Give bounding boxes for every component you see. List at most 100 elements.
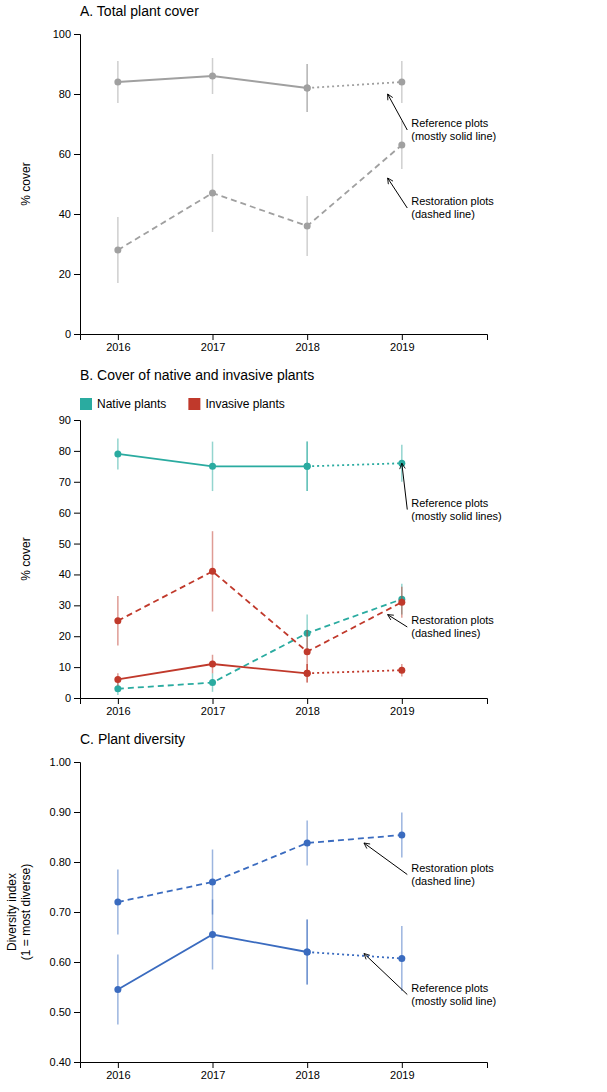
tick-mark — [402, 1062, 403, 1068]
point — [209, 661, 216, 668]
tick: 20 — [59, 630, 80, 642]
annotation-text: Reference plots(mostly solid line) — [411, 117, 496, 142]
point — [304, 949, 311, 956]
point — [209, 73, 216, 80]
annotation-text: Reference plots(mostly solid line) — [411, 982, 496, 1007]
tick-label: 100 — [53, 28, 71, 40]
axis-line — [81, 1063, 488, 1069]
legend-swatch — [80, 398, 92, 410]
line — [307, 463, 402, 466]
tick-mark — [213, 698, 214, 704]
tick: 2016 — [106, 698, 130, 717]
annotation-arrow — [388, 615, 408, 627]
tick-label: 2019 — [390, 341, 414, 353]
tick-mark — [74, 574, 80, 575]
tick-label: 20 — [59, 268, 71, 280]
point — [114, 450, 121, 457]
point — [114, 617, 121, 624]
annotation-line: (mostly solid lines) — [411, 510, 501, 522]
tick: 0.50 — [50, 1006, 80, 1018]
tick: 2018 — [295, 334, 319, 353]
point — [398, 832, 405, 839]
point — [114, 79, 121, 86]
annotation-arrow — [388, 94, 408, 130]
tick-mark — [74, 420, 80, 421]
tick: 1.00 — [50, 756, 80, 768]
point — [114, 899, 121, 906]
tick: 30 — [59, 599, 80, 611]
tick-mark — [118, 334, 119, 340]
tick: 20 — [59, 268, 80, 280]
legend-label: Invasive plants — [205, 397, 284, 411]
legend-swatch — [188, 398, 200, 410]
point — [304, 463, 311, 470]
annotation-text: Reference plots(mostly solid lines) — [411, 497, 501, 522]
y-axis-label: % cover — [19, 162, 33, 205]
point — [114, 685, 121, 692]
tick-mark — [74, 862, 80, 863]
annotation-text: Restoration plots(dashed line) — [411, 195, 494, 220]
x-axis: 2016201720182019 — [81, 698, 488, 717]
tick-label: 90 — [59, 414, 71, 426]
panel: 20162017201820190.400.500.600.700.800.90… — [5, 731, 496, 1081]
tick: 80 — [59, 88, 80, 100]
tick: 0.90 — [50, 806, 80, 818]
tick-mark — [402, 698, 403, 704]
point — [398, 79, 405, 86]
tick-mark — [74, 962, 80, 963]
annotation-line: Reference plots — [411, 497, 489, 509]
tick: 40 — [59, 568, 80, 580]
series — [114, 655, 310, 686]
tick-mark — [307, 334, 308, 340]
series — [114, 531, 405, 673]
tick-label: 10 — [59, 661, 71, 673]
series — [304, 61, 406, 112]
tick: 80 — [59, 445, 80, 457]
tick: 2016 — [106, 1062, 130, 1081]
annotation-line: (mostly solid line) — [411, 130, 496, 142]
y-axis: 0 10 20 30 40 50 60 70 80 90 — [59, 414, 81, 704]
tick-mark — [74, 274, 80, 275]
tick: 70 — [59, 476, 80, 488]
tick-label: 60 — [59, 148, 71, 160]
tick-label: 0 — [65, 692, 71, 704]
annotation-line: (dashed line) — [411, 875, 475, 887]
tick-mark — [74, 334, 80, 335]
series — [114, 439, 310, 492]
point — [114, 986, 121, 993]
line — [118, 835, 402, 902]
tick: 0.40 — [50, 1056, 80, 1068]
point — [114, 247, 121, 254]
annotation: Restoration plots(dashed lines) — [388, 614, 495, 639]
tick-label: 0.80 — [50, 856, 71, 868]
tick-label: 2019 — [390, 705, 414, 717]
line — [307, 82, 402, 88]
tick-label: 2018 — [295, 1069, 319, 1081]
tick: 60 — [59, 148, 80, 160]
y-axis-label-line: % cover — [19, 162, 33, 205]
point — [209, 463, 216, 470]
annotation: Reference plots(mostly solid line) — [388, 94, 497, 142]
tick-label: 60 — [59, 507, 71, 519]
plot-area — [114, 813, 405, 1025]
annotation: Restoration plots(dashed line) — [388, 178, 495, 220]
tick-label: 0.60 — [50, 956, 71, 968]
tick-mark — [402, 334, 403, 340]
axis-line — [74, 35, 81, 335]
tick-mark — [74, 214, 80, 215]
figure: 2016201720182019020406080100% coverA. To… — [0, 0, 607, 1092]
tick-mark — [74, 154, 80, 155]
point — [304, 648, 311, 655]
line — [307, 670, 402, 673]
tick: 2019 — [390, 1062, 414, 1081]
tick-mark — [307, 1062, 308, 1068]
point — [209, 568, 216, 575]
x-axis: 2016201720182019 — [81, 334, 488, 353]
tick-label: 50 — [59, 538, 71, 550]
series — [114, 121, 405, 283]
tick-mark — [74, 513, 80, 514]
tick-label: 80 — [59, 445, 71, 457]
tick-mark — [74, 1062, 80, 1063]
annotation: Reference plots(mostly solid lines) — [402, 463, 502, 522]
tick-label: 2016 — [106, 341, 130, 353]
